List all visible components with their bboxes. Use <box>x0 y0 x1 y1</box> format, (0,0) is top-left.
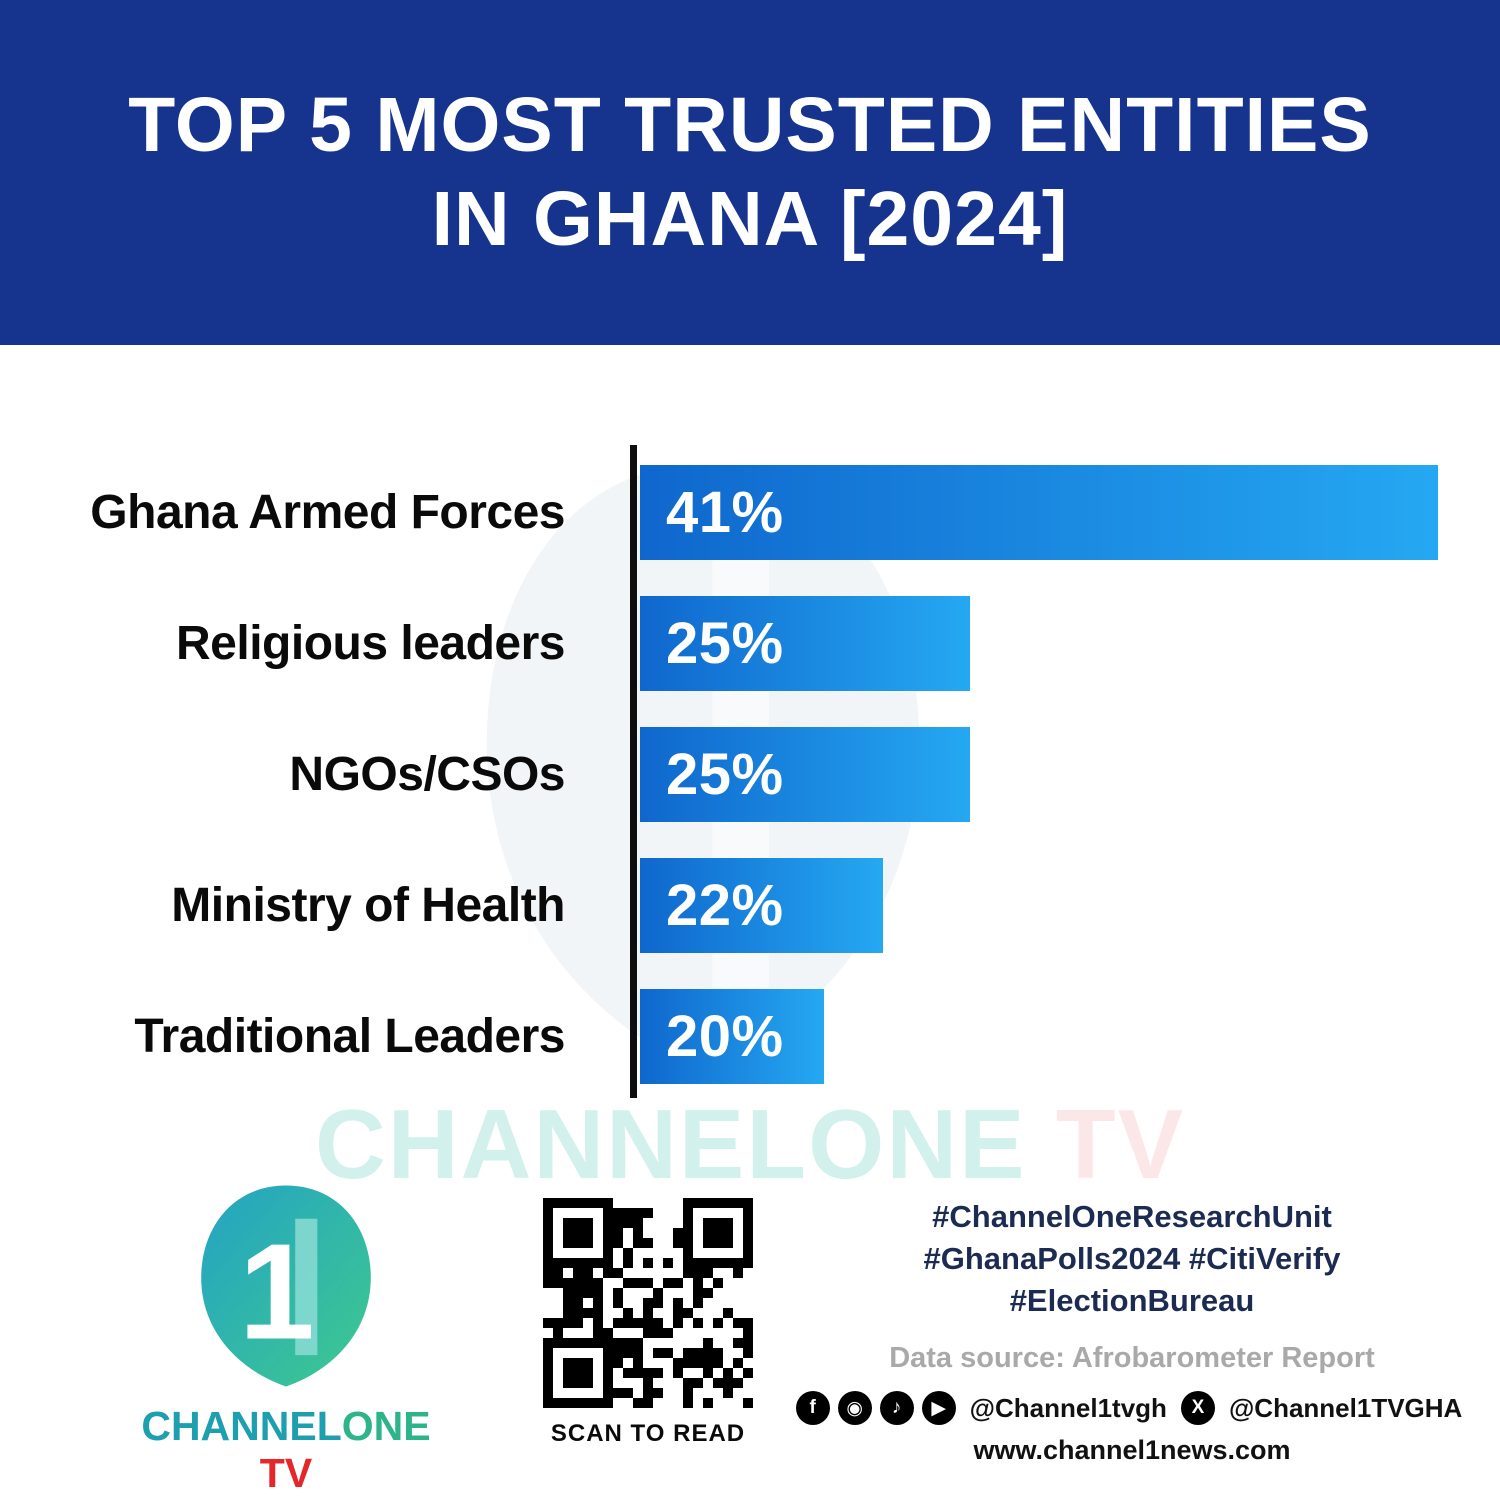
page-title: TOP 5 MOST TRUSTED ENTITIES IN GHANA [20… <box>128 79 1371 267</box>
channel-one-pick-icon: 1 <box>201 1185 371 1387</box>
bar-religious-leaders: 25% <box>640 596 970 691</box>
data-source: Data source: Afrobarometer Report <box>889 1342 1375 1374</box>
bar-ngos-csos: 25% <box>640 727 970 822</box>
bar-chart: Ghana Armed Forces 41% Religious leaders… <box>0 445 1500 1098</box>
bar-ministry-of-health: 22% <box>640 858 883 953</box>
social-row: f ◉ ♪ ▶ @Channel1tvgh X @Channel1TVGHA <box>795 1391 1462 1425</box>
title-line-2: IN GHANA [2024] <box>431 175 1069 262</box>
chart-row-religious-leaders: Religious leaders 25% <box>0 596 1438 691</box>
social-handle-x: @Channel1TVGHA <box>1228 1392 1463 1423</box>
bar-value-label: 25% <box>666 611 784 676</box>
category-label: Traditional Leaders <box>134 1010 565 1063</box>
bar-value-label: 22% <box>666 873 784 938</box>
chart-row-ngos-csos: NGOs/CSOs 25% <box>0 727 1438 822</box>
facebook-icon: f <box>795 1391 830 1425</box>
qr-block: SCAN TO READ <box>540 1198 756 1448</box>
tiktok-icon: ♪ <box>879 1391 914 1425</box>
bar-value-label: 41% <box>666 480 784 545</box>
title-banner: TOP 5 MOST TRUSTED ENTITIES IN GHANA [20… <box>0 0 1500 345</box>
bar-track: 25% <box>640 596 1438 691</box>
channel-one-logo: 1 CHANNELONE TV <box>118 1180 454 1497</box>
logo-wordmark: CHANNELONE TV <box>118 1403 454 1497</box>
category-label: Ministry of Health <box>171 879 565 932</box>
qr-caption: SCAN TO READ <box>550 1420 746 1447</box>
watermark-tv-text: TV <box>1026 1089 1185 1199</box>
bar-track: 20% <box>640 989 1438 1084</box>
youtube-icon: ▶ <box>921 1391 956 1425</box>
logo-text-channel: CHANNEL <box>141 1403 342 1449</box>
bar-track: 25% <box>640 727 1438 822</box>
hashtags-line-1: #ChannelOneResearchUnit <box>932 1199 1332 1234</box>
chart-row-ministry-of-health: Ministry of Health 22% <box>0 858 1438 953</box>
x-icon: X <box>1180 1391 1215 1425</box>
bar-track: 22% <box>640 858 1438 953</box>
logo-numeral: 1 <box>239 1216 315 1368</box>
bar-value-label: 25% <box>666 742 784 807</box>
chart-row-ghana-armed-forces: Ghana Armed Forces 41% <box>0 465 1438 560</box>
bar-ghana-armed-forces: 41% <box>640 465 1438 560</box>
title-line-1: TOP 5 MOST TRUSTED ENTITIES <box>128 81 1372 168</box>
bar-track: 41% <box>640 465 1438 560</box>
category-label: Ghana Armed Forces <box>90 486 565 539</box>
bar-traditional-leaders: 20% <box>640 989 825 1084</box>
qr-code <box>543 1198 753 1408</box>
logo-text-tv: TV <box>259 1450 313 1496</box>
hashtags-line-2: #GhanaPolls2024 #CitiVerify <box>923 1241 1341 1276</box>
logo-text-one: ONE <box>341 1403 431 1449</box>
category-label: Religious leaders <box>176 617 565 670</box>
social-handle-main: @Channel1tvgh <box>969 1392 1167 1423</box>
website-url: www.channel1news.com <box>973 1435 1291 1465</box>
bar-value-label: 20% <box>666 1004 784 1069</box>
instagram-icon: ◉ <box>837 1391 872 1425</box>
category-label: NGOs/CSOs <box>289 748 565 801</box>
hashtags-line-3: #ElectionBureau <box>1009 1283 1255 1318</box>
footer-info-block: #ChannelOneResearchUnit #GhanaPolls2024 … <box>795 1196 1462 1466</box>
chart-row-traditional-leaders: Traditional Leaders 20% <box>0 989 1438 1084</box>
